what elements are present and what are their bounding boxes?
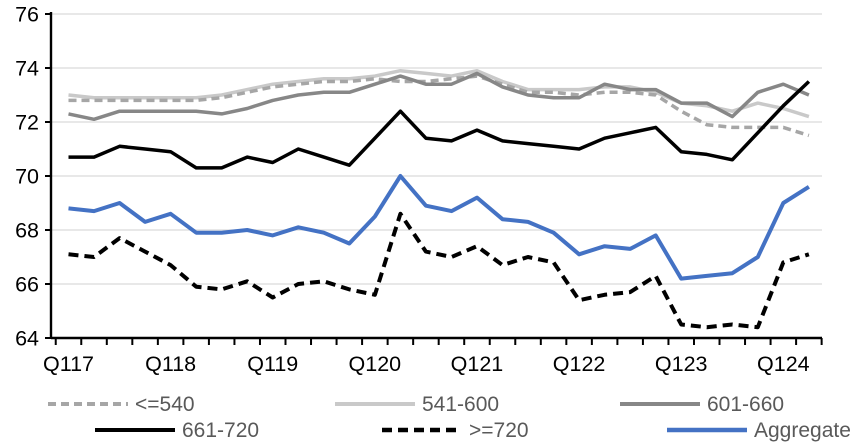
- series-line-540: [68, 74, 810, 138]
- x-axis-label-Q123: Q123: [655, 352, 708, 376]
- series-line-601660: [68, 71, 810, 122]
- legend-label-540: <=540: [135, 393, 195, 416]
- y-axis-label-74: 74: [15, 57, 39, 81]
- y-axis-label-70: 70: [15, 165, 39, 189]
- x-axis-label-Q117: Q117: [43, 352, 94, 376]
- series-line-720: [68, 211, 810, 330]
- legend-label-Aggregate: Aggregate: [754, 419, 851, 442]
- series-line-661720: [68, 80, 811, 170]
- legend-label-661720: 661-720: [182, 419, 259, 442]
- x-axis-label-Q121: Q121: [451, 352, 504, 376]
- x-axis-label-Q119: Q119: [247, 352, 298, 376]
- x-axis-label-Q118: Q118: [145, 352, 196, 376]
- x-axis-label-Q122: Q122: [553, 352, 606, 376]
- x-axis-label-Q120: Q120: [349, 352, 402, 376]
- y-axis-label-76: 76: [15, 3, 39, 27]
- legend-label-601660: 601-660: [707, 393, 784, 416]
- y-axis-label-66: 66: [15, 273, 39, 297]
- y-axis-label-72: 72: [15, 111, 39, 135]
- x-axis-label-Q124: Q124: [757, 352, 810, 376]
- y-axis-label-64: 64: [15, 327, 39, 351]
- series-line-Aggregate: [68, 174, 810, 281]
- legend-label-720: >=720: [469, 419, 529, 442]
- y-axis-label-68: 68: [15, 219, 39, 243]
- legend-label-541600: 541-600: [422, 393, 499, 416]
